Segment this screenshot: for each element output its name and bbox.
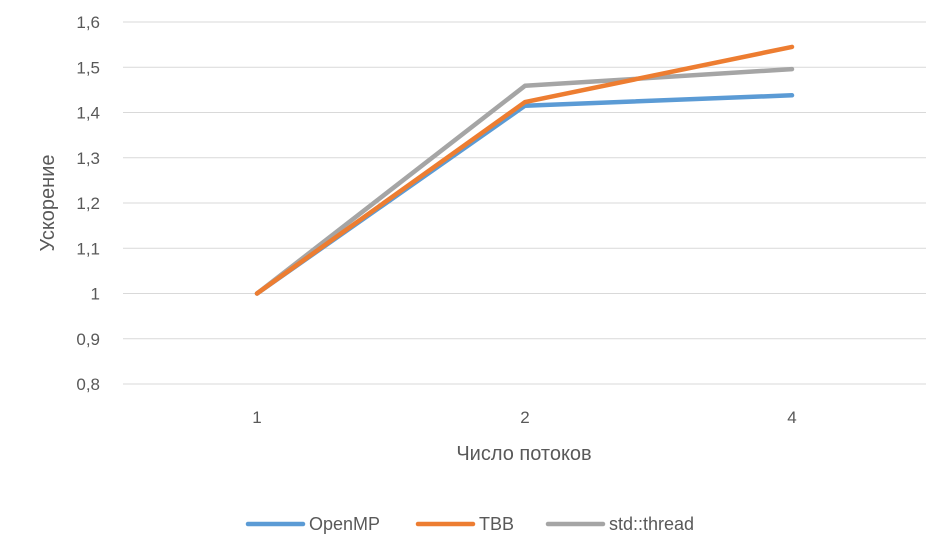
y-tick-label: 1,6 [76,13,100,32]
y-tick-label: 1,1 [76,239,100,258]
series-line-openmp [254,93,795,296]
x-axis-title: Число потоков [456,443,591,465]
y-tick-label: 0,9 [76,330,100,349]
y-tick-label: 1,2 [76,194,100,213]
legend-label: TBB [479,514,514,534]
legend: OpenMP TBB std::thread [245,514,694,534]
y-axis-title: Ускорение [37,154,59,251]
legend-label: OpenMP [309,514,380,534]
series-line-tbb [254,44,795,296]
series-lines [254,44,795,296]
y-tick-label: 1,4 [76,104,100,123]
x-tick-label: 1 [252,408,261,427]
y-tick-label: 1,5 [76,58,100,77]
y-axis-ticks: 0,8 0,9 1 1,1 1,2 1,3 1,4 1,5 1,6 [76,13,100,394]
series-line-std-thread [254,66,795,296]
y-tick-label: 1 [91,285,100,304]
y-tick-label: 0,8 [76,375,100,394]
legend-label: std::thread [609,514,694,534]
x-tick-label: 4 [787,408,796,427]
x-axis-ticks: 1 2 4 [252,408,796,427]
x-tick-label: 2 [520,408,529,427]
y-tick-label: 1,3 [76,149,100,168]
gridlines [123,21,926,385]
